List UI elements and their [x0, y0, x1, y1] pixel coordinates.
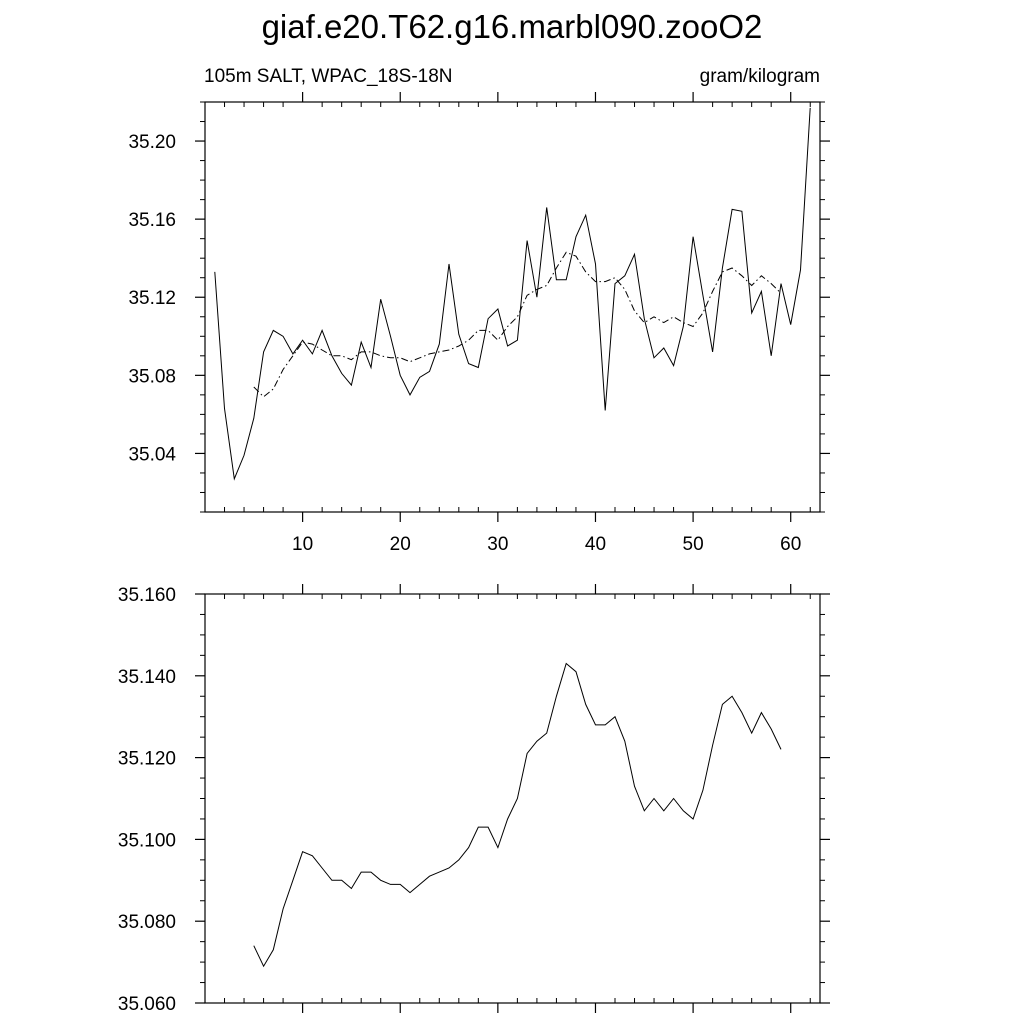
series-line-solid	[214, 107, 811, 481]
series-line-dashed	[253, 251, 782, 398]
y-tick-label: 35.04	[128, 444, 176, 465]
x-tick-label: 40	[585, 534, 606, 555]
x-tick-label: 20	[390, 534, 411, 555]
y-tick-label: 35.120	[118, 749, 176, 770]
x-tick-label: 60	[780, 534, 801, 555]
plot-frame	[204, 101, 821, 513]
series-line-solid	[253, 662, 782, 968]
x-tick-label: 30	[487, 534, 508, 555]
plot-frame	[204, 593, 821, 1004]
y-tick-label: 35.060	[118, 994, 176, 1015]
y-tick-label: 35.08	[128, 366, 176, 387]
panel-1-left-label: 105m SALT, WPAC_18S-18N	[204, 66, 453, 87]
y-tick-label: 35.16	[128, 210, 176, 231]
y-tick-label: 35.20	[128, 132, 176, 153]
x-tick-label: 50	[683, 534, 704, 555]
panel-2-plot: 35.060 35.080 35.100 35.120 35.140 35.160	[118, 584, 830, 1015]
y-tick-label: 35.140	[118, 667, 176, 688]
y-tick-label: 35.160	[118, 585, 176, 606]
panel-1-right-label: gram/kilogram	[700, 66, 820, 87]
panel-1-plot: 10 20 30 40 50 60 35.04 35.08 35.12 35.16 35.20	[128, 92, 830, 555]
y-tick-label: 35.100	[118, 830, 176, 851]
chart-title: giaf.e20.T62.g16.marbl090.zooO2	[262, 8, 763, 45]
y-tick-label: 35.12	[128, 288, 176, 309]
y-tick-label: 35.080	[118, 912, 176, 933]
x-tick-label: 10	[292, 534, 313, 555]
